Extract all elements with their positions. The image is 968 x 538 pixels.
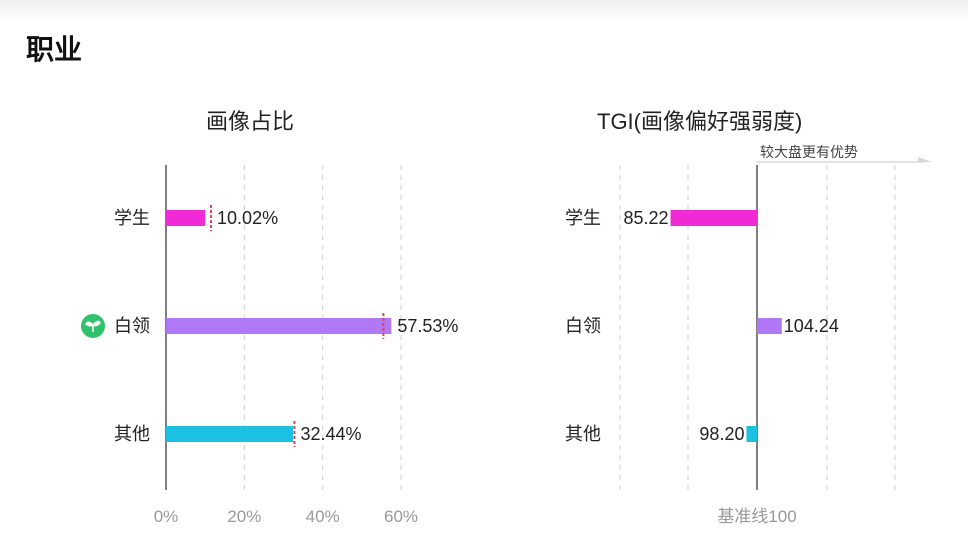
tgi-category-label: 白领 — [565, 316, 601, 336]
page-title: 职业 — [26, 34, 83, 65]
tgi-bar-3 — [746, 426, 757, 442]
share-category-label: 其他 — [114, 424, 150, 444]
share-chart-title: 画像占比 — [206, 109, 295, 134]
tgi-bar-1 — [670, 210, 757, 226]
share-x-tick-label: 60% — [384, 507, 418, 526]
share-category-label: 学生 — [114, 208, 150, 228]
share-x-tick-label: 40% — [306, 507, 340, 526]
share-x-tick-label: 20% — [227, 507, 261, 526]
share-value-label: 10.02% — [217, 208, 278, 228]
top-shade — [0, 0, 968, 22]
share-bar-2 — [166, 318, 392, 334]
share-value-label: 32.44% — [300, 424, 361, 444]
tgi-chart-title: TGI(画像偏好强弱度) — [597, 109, 803, 134]
share-bar-3 — [166, 426, 294, 442]
share-bar-1 — [166, 210, 206, 226]
share-category-label: 白领 — [114, 316, 150, 336]
advantage-hint: 较大盘更有优势 — [760, 144, 858, 160]
share-x-tick-label: 0% — [154, 507, 179, 526]
advantage-arrow-head — [918, 157, 932, 162]
tgi-value-label: 104.24 — [784, 316, 839, 336]
sprout-icon-glyph — [85, 320, 101, 332]
tgi-bar-2 — [757, 318, 782, 334]
tgi-category-label: 学生 — [565, 208, 601, 228]
tgi-value-label: 98.20 — [699, 424, 744, 444]
tgi-value-label: 85.22 — [623, 208, 668, 228]
share-value-label: 57.53% — [397, 316, 458, 336]
tgi-category-label: 其他 — [565, 424, 601, 444]
tgi-baseline-label: 基准线100 — [717, 507, 796, 526]
